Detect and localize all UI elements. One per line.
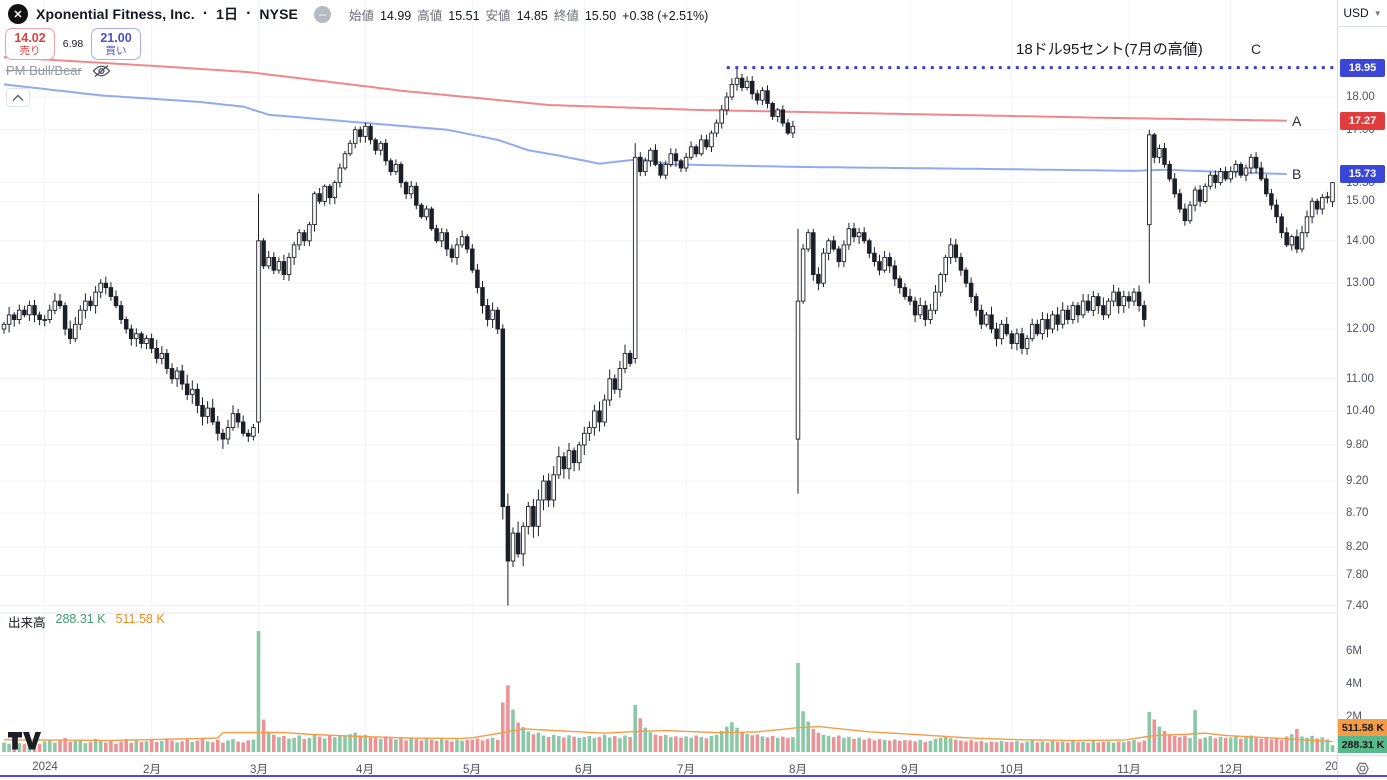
indicator-legend: PM Bull/Bear <box>6 63 111 78</box>
volume-value: 288.31 K <box>55 612 106 626</box>
price-level-annotation[interactable]: 18ドル95セント(7月の高値) <box>1016 41 1203 58</box>
high-label: 高値 <box>417 8 443 23</box>
time-tick-label: 8月 <box>789 764 807 776</box>
tradingview-logo[interactable] <box>8 731 41 756</box>
currency-selector[interactable]: USD ▼ <box>1338 0 1387 27</box>
price-tick-label: 12.00 <box>1346 323 1375 335</box>
sell-price: 14.02 <box>14 31 46 45</box>
header-separator: · <box>202 5 209 22</box>
chevron-down-icon: ▼ <box>1373 8 1382 18</box>
time-tick-label: 2025 <box>1325 761 1337 773</box>
price-tick-label: 14.00 <box>1346 235 1375 247</box>
trade-panel: 14.02 売り 6.98 21.00 買い <box>5 28 141 60</box>
spread-value: 6.98 <box>55 38 91 50</box>
time-tick-label: 7月 <box>677 764 695 776</box>
buy-label: 買い <box>105 45 127 57</box>
price-level-chip: 17.27 <box>1340 112 1385 130</box>
time-tick-label: 2月 <box>143 764 161 776</box>
ohlc-readout: 始値 14.99 高値 15.51 安値 14.85 終値 15.50 +0.3… <box>349 5 708 24</box>
chart-header: ✕ Xponential Fitness, Inc. · 1日 · NYSE –… <box>8 4 708 24</box>
price-tick-label: 7.80 <box>1346 569 1369 581</box>
buy-price: 21.00 <box>100 31 132 45</box>
low-label: 安値 <box>485 8 511 23</box>
time-tick-label: 9月 <box>901 764 919 776</box>
low-value: 14.85 <box>516 8 548 23</box>
buy-button[interactable]: 21.00 買い <box>91 28 141 60</box>
price-tick-label: 9.80 <box>1346 439 1369 451</box>
open-value: 14.99 <box>379 8 412 23</box>
time-tick-label: 4月 <box>356 764 374 776</box>
tradingview-logo-icon <box>8 732 41 750</box>
candlestick-chart[interactable] <box>0 0 1337 755</box>
price-tick-label: 18.00 <box>1346 91 1375 103</box>
price-tick-label: 8.70 <box>1346 507 1369 519</box>
indicator-name[interactable]: PM Bull/Bear <box>6 63 82 78</box>
price-tick-label: 9.20 <box>1346 475 1369 487</box>
symbol-name[interactable]: Xponential Fitness, Inc. <box>36 6 195 22</box>
close-label: 終値 <box>553 8 579 23</box>
sell-label: 売り <box>19 45 41 57</box>
chevron-up-icon <box>12 94 24 101</box>
volume-tick-label: 4M <box>1346 678 1362 690</box>
price-tick-label: 8.20 <box>1346 541 1369 553</box>
volume-legend: 出来高 288.31 K 511.58 K <box>8 612 165 631</box>
sell-button[interactable]: 14.02 売り <box>5 28 55 60</box>
price-tick-label: 11.00 <box>1346 373 1374 385</box>
eye-off-icon[interactable] <box>92 64 111 78</box>
time-tick-label: 12月 <box>1218 764 1244 776</box>
time-tick-label: 3月 <box>250 764 268 776</box>
time-tick-label: 2024 <box>32 761 58 773</box>
high-value: 15.51 <box>448 8 480 23</box>
time-tick-label: 10月 <box>999 764 1025 776</box>
price-tick-label: 13.00 <box>1346 277 1375 289</box>
change-value: +0.38 (+2.51%) <box>622 8 709 23</box>
price-level-chip: 18.95 <box>1340 59 1385 77</box>
volume-title[interactable]: 出来高 <box>8 616 46 630</box>
time-tick-label: 5月 <box>463 764 481 776</box>
point-label-b[interactable]: B <box>1292 166 1302 182</box>
price-tick-label: 7.40 <box>1346 600 1369 612</box>
pane-highlight-line <box>0 775 1387 777</box>
volume-ma-value: 511.58 K <box>115 612 165 626</box>
collapse-legend-button[interactable] <box>6 88 30 107</box>
price-tick-label: 15.00 <box>1346 195 1375 207</box>
price-tick-label: 10.40 <box>1346 405 1375 417</box>
symbol-logo: ✕ <box>8 4 28 24</box>
interval-label[interactable]: 1日 <box>216 6 239 22</box>
time-tick-label: 11月 <box>1117 764 1141 776</box>
volume-tick-label: 6M <box>1346 645 1362 657</box>
volume-value-chip: 511.58 K <box>1338 719 1387 736</box>
volume-value-chip: 288.31 K <box>1338 736 1387 753</box>
gear-icon <box>1356 762 1369 774</box>
price-axis[interactable]: USD ▼ 18.00 17.00 15.50 15.00 14.00 13.00 12.0… <box>1337 0 1387 755</box>
price-level-chip: 15.73 <box>1340 165 1385 183</box>
point-label-c[interactable]: C <box>1251 41 1262 57</box>
exchange-label: NYSE <box>259 6 298 22</box>
header-separator: · <box>246 5 252 22</box>
collapse-symbol-icon[interactable]: – <box>313 5 331 23</box>
currency-label: USD <box>1343 6 1369 20</box>
close-value: 15.50 <box>584 8 617 23</box>
time-tick-label: 6月 <box>575 764 593 776</box>
open-label: 始値 <box>348 8 374 23</box>
point-label-a[interactable]: A <box>1292 113 1302 129</box>
